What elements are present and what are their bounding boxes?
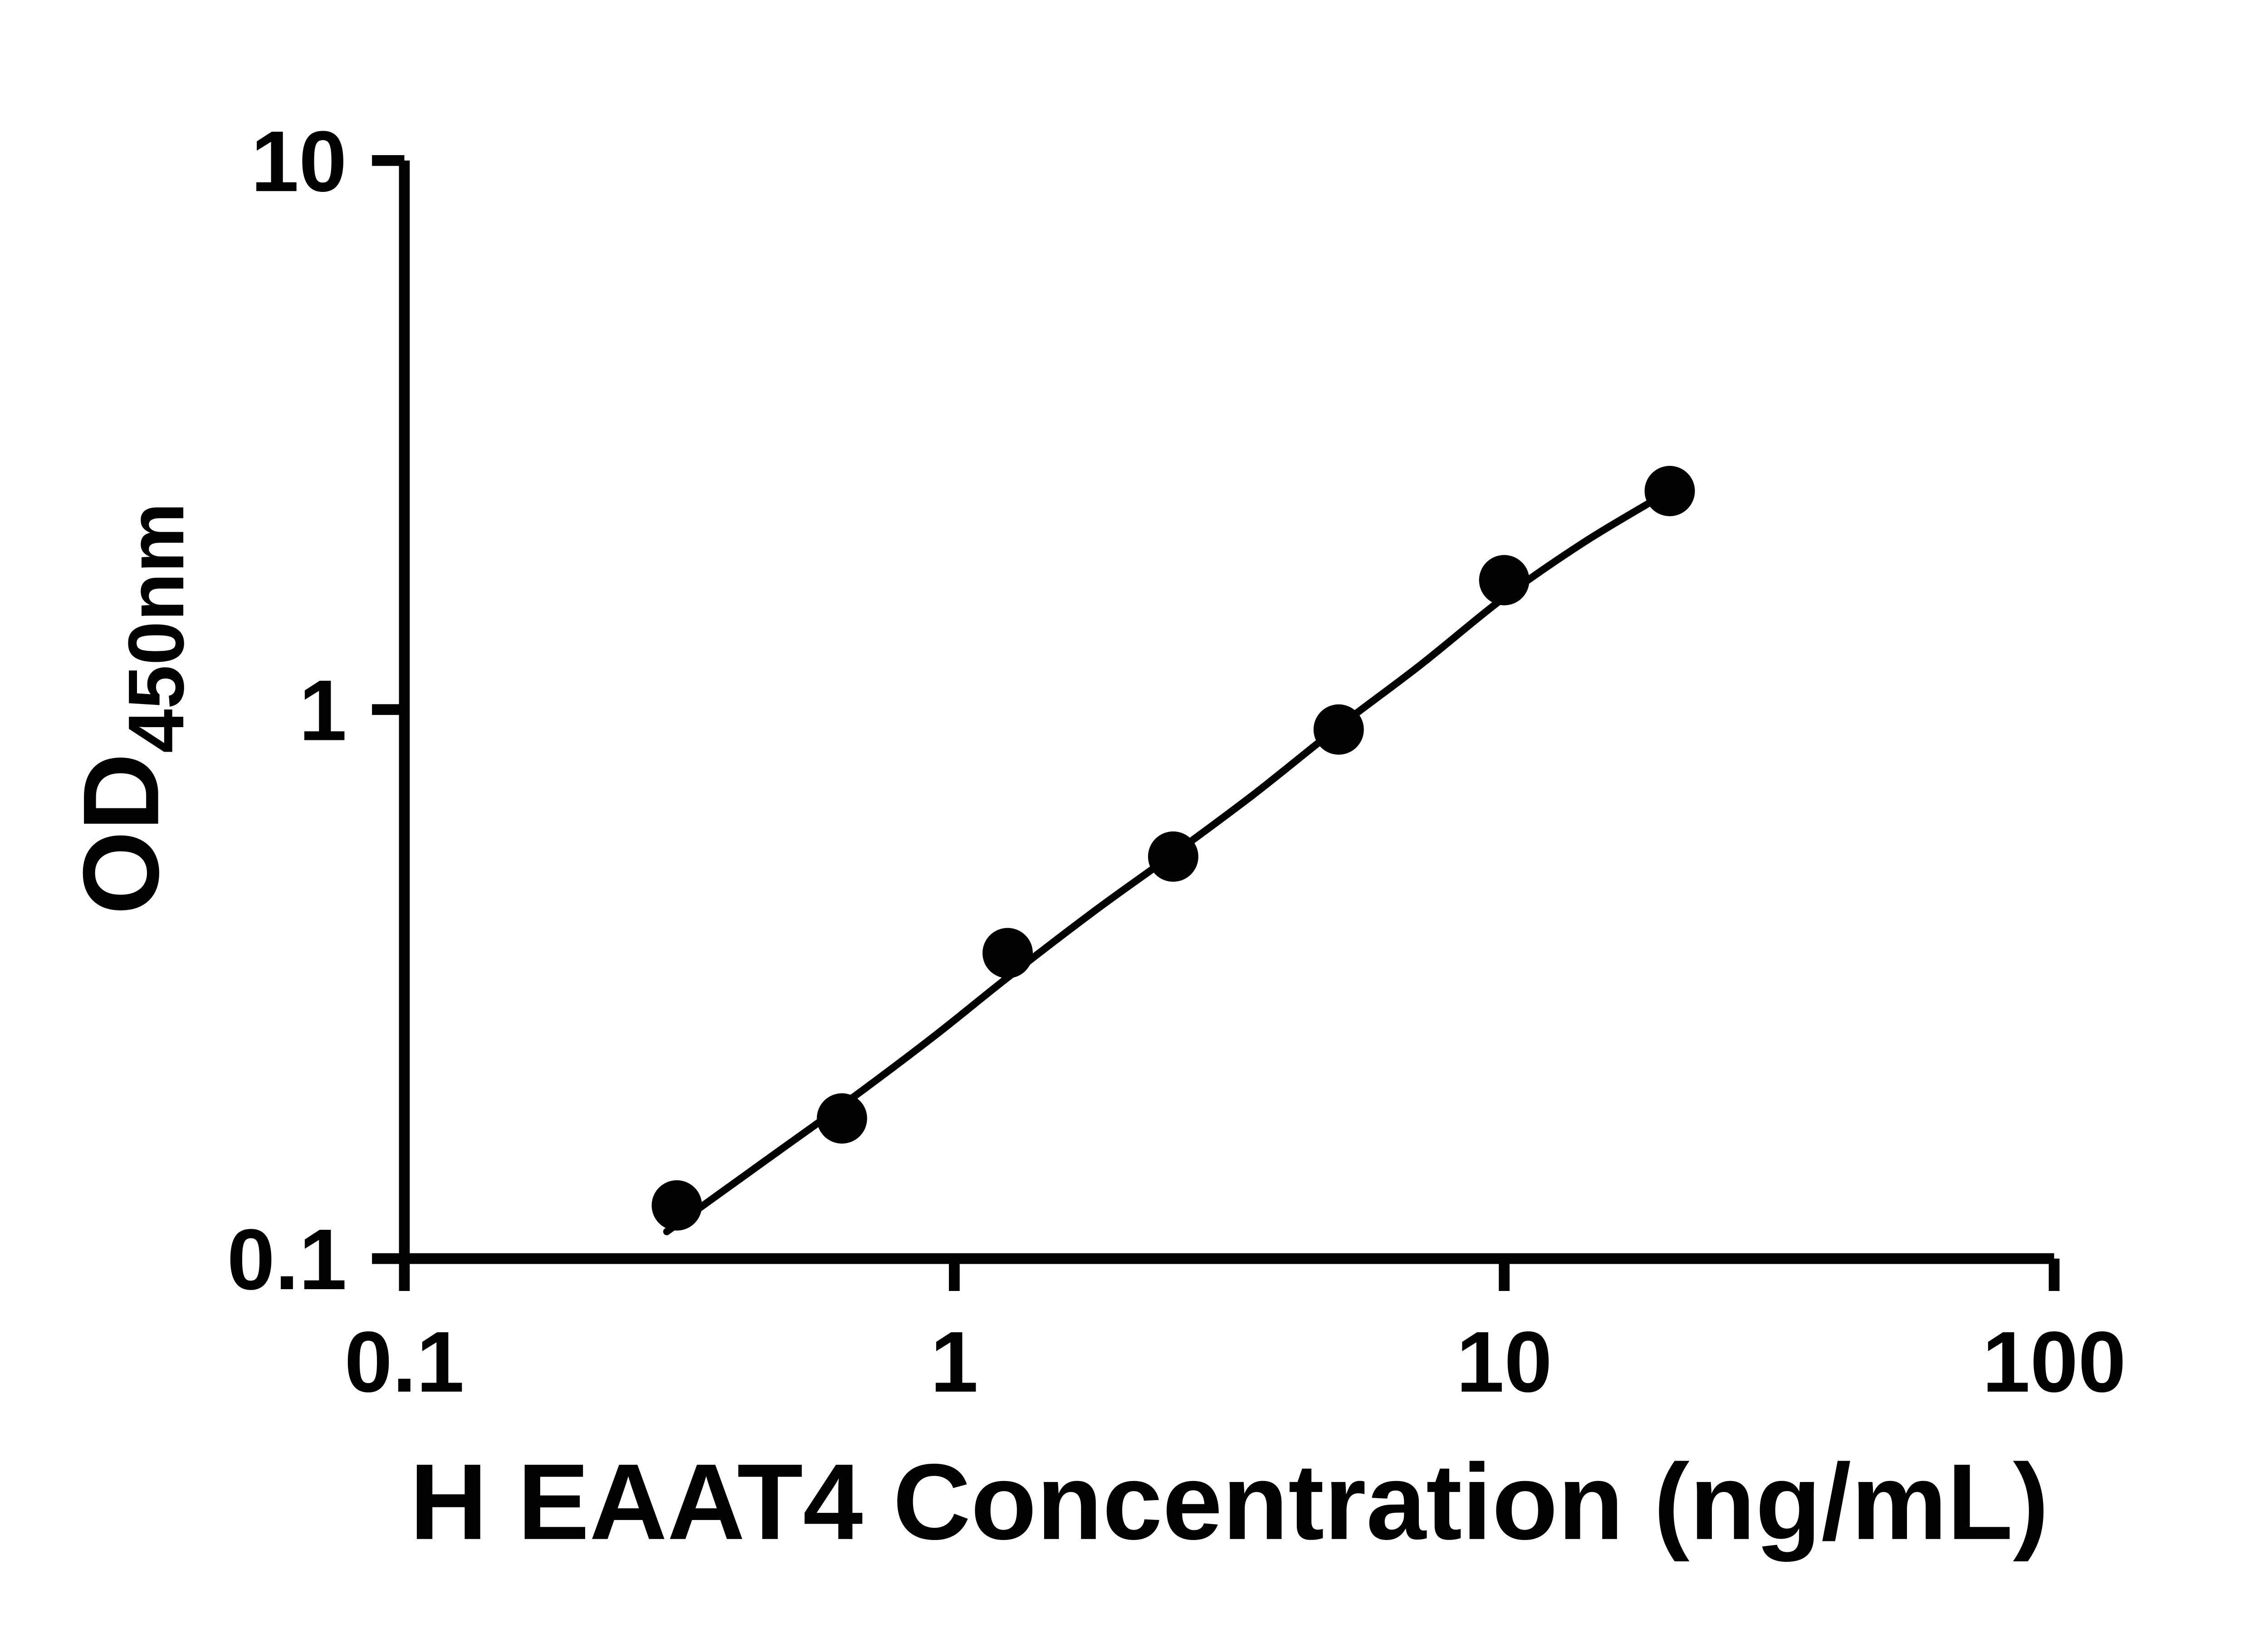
- data-point: [982, 928, 1033, 978]
- data-point: [1313, 704, 1364, 755]
- x-tick-label: 10: [1456, 1314, 1552, 1410]
- data-point: [816, 1093, 867, 1144]
- y-axis-title: OD450nm: [61, 503, 200, 915]
- axes-layer: 0.1 1 10 100 0.1 1 10: [227, 113, 2126, 1410]
- data-point: [1148, 831, 1198, 882]
- y-tick-label: 1: [299, 663, 347, 759]
- x-axis-title: H EAAT4 Concentration (ng/mL): [410, 1442, 2049, 1562]
- y-tick-label: 0.1: [227, 1212, 347, 1308]
- y-tick-label: 10: [251, 113, 347, 210]
- x-tick-label: 100: [1982, 1314, 2126, 1410]
- series-layer: [651, 466, 1695, 1236]
- y-axis-title-main: OD: [61, 753, 181, 915]
- data-point: [1479, 555, 1530, 606]
- x-tick-label: 0.1: [344, 1314, 464, 1410]
- x-tick-label: 1: [930, 1314, 978, 1410]
- y-axis-title-subscript: 450nm: [112, 503, 200, 753]
- data-point: [651, 1180, 702, 1231]
- data-point: [1644, 466, 1695, 516]
